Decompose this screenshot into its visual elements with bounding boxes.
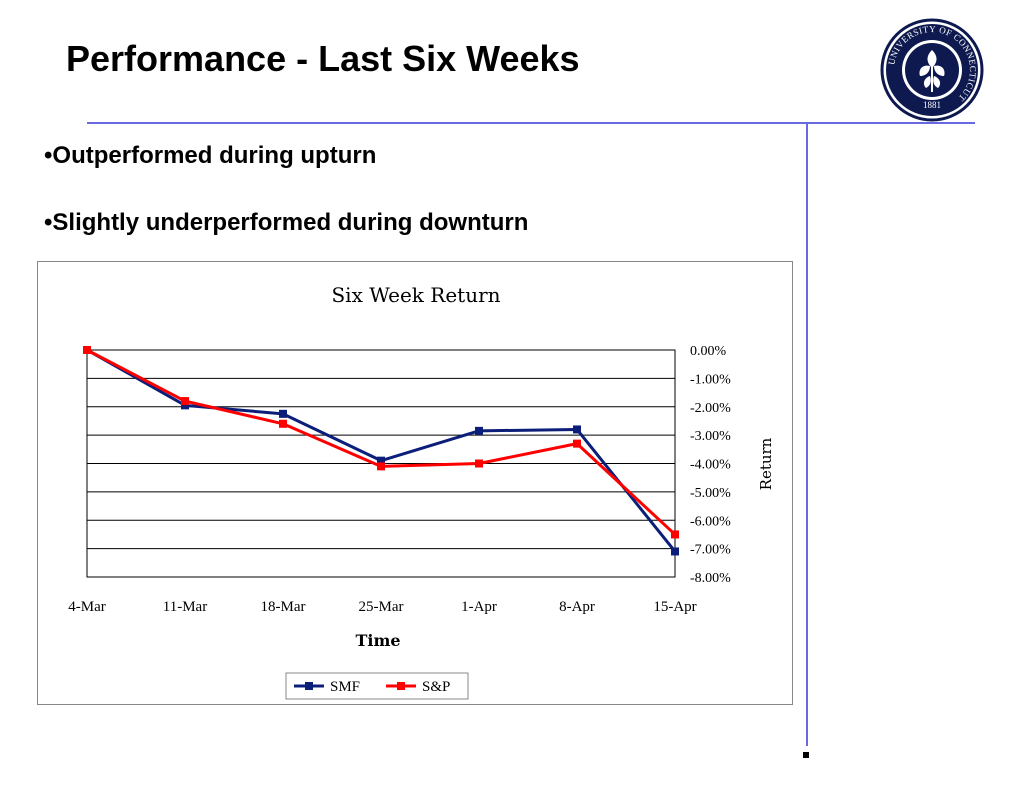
- title-divider: [87, 122, 975, 124]
- bullet-underperformed: •Slightly underperformed during downturn: [44, 209, 529, 236]
- x-tick-label: 4-Mar: [68, 599, 106, 615]
- university-seal-logo: UNIVERSITY OF CONNECTICUT 1881: [880, 18, 984, 122]
- x-tick-label: 25-Mar: [359, 599, 404, 615]
- data-point: [279, 409, 287, 418]
- bullet-outperformed: •Outperformed during upturn: [44, 142, 377, 169]
- slide-corner-marker: [803, 752, 809, 758]
- x-tick-label: 1-Apr: [461, 599, 497, 615]
- x-tick-label: 11-Mar: [163, 599, 207, 615]
- data-point: [83, 346, 91, 354]
- y-tick-label: 0.00%: [690, 344, 727, 359]
- y-tick-label: -7.00%: [690, 543, 731, 558]
- x-tick-label: 15-Apr: [653, 599, 696, 615]
- chart-title: Six Week Return: [331, 283, 500, 307]
- chart-frame: Six Week Return 0.00% -1.00% -2.00% -3.00% -4…: [37, 261, 793, 705]
- data-point: [475, 459, 483, 468]
- y-tick-label: -8.00%: [690, 571, 731, 586]
- slide-title: Performance - Last Six Weeks: [66, 38, 580, 79]
- data-point: [377, 462, 385, 471]
- data-point: [377, 456, 385, 465]
- x-tick-label: 8-Apr: [559, 599, 595, 615]
- legend-label: SMF: [330, 679, 360, 695]
- y-tick-label: -4.00%: [690, 458, 731, 473]
- data-point: [671, 547, 679, 556]
- x-axis-title: Time: [355, 631, 400, 650]
- data-point: [573, 439, 581, 448]
- svg-text:1881: 1881: [923, 100, 941, 110]
- data-point: [181, 401, 189, 410]
- data-point: [181, 397, 189, 406]
- y-tick-label: -2.00%: [690, 401, 731, 416]
- data-point: [279, 419, 287, 428]
- data-point: [573, 425, 581, 434]
- x-tick-label: 18-Mar: [261, 599, 306, 615]
- six-week-return-chart: Six Week Return 0.00% -1.00% -2.00% -3.00% -4…: [68, 283, 775, 700]
- y-tick-label: -6.00%: [690, 514, 731, 529]
- legend-label: S&P: [422, 679, 450, 695]
- legend-swatch-marker: [305, 682, 313, 690]
- university-seal-icon: UNIVERSITY OF CONNECTICUT 1881: [880, 18, 984, 122]
- data-point: [475, 426, 483, 435]
- legend-swatch-marker: [397, 682, 405, 690]
- y-tick-label: -1.00%: [690, 372, 731, 387]
- y-tick-label: -5.00%: [690, 486, 731, 501]
- data-point: [671, 530, 679, 539]
- y-tick-label: -3.00%: [690, 429, 731, 444]
- vertical-divider: [806, 124, 808, 746]
- y-axis-title: Return: [757, 437, 775, 490]
